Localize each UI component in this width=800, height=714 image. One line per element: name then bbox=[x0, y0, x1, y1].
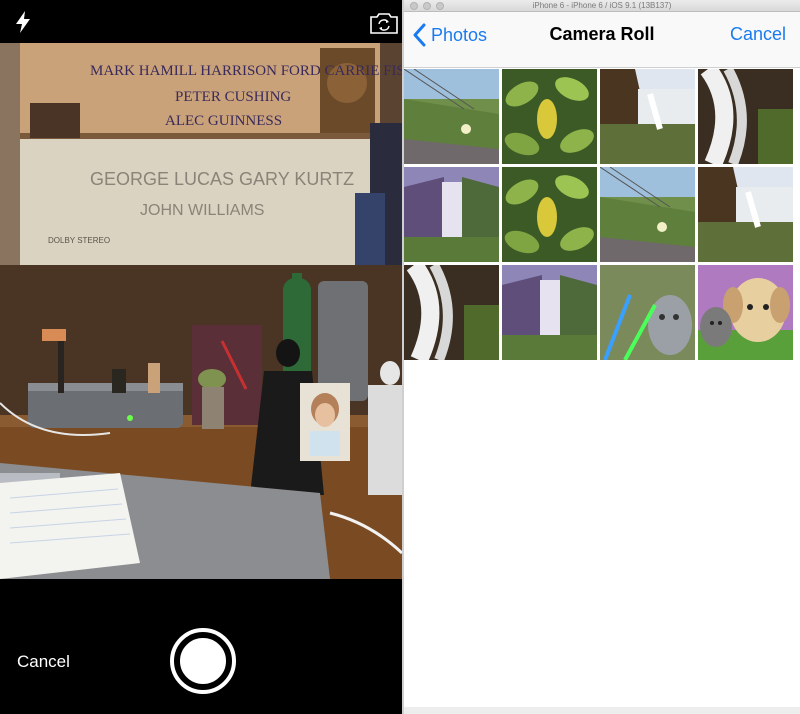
back-button[interactable]: Photos bbox=[412, 23, 487, 47]
photo-thumbnail-cascading-waterfall[interactable] bbox=[404, 265, 499, 360]
window-minimize-button[interactable] bbox=[423, 2, 431, 10]
photo-thumbnail-coastal-flowers[interactable] bbox=[600, 167, 695, 262]
camera-cancel-button[interactable]: Cancel bbox=[17, 652, 70, 671]
back-button-label: Photos bbox=[431, 24, 488, 45]
photo-thumbnail-coastal-flowers[interactable] bbox=[404, 69, 499, 164]
window-title: iPhone 6 - iPhone 6 / iOS 9.1 (13B137) bbox=[532, 1, 672, 10]
photo-thumbnail-purple-waterfall[interactable] bbox=[404, 167, 499, 262]
camera-viewfinder[interactable]: MARK HAMILL HARRISON FORD CARRIE FISHER … bbox=[0, 43, 402, 579]
camera-switch-icon[interactable] bbox=[368, 10, 400, 36]
poster-dolby: DOLBY STEREO bbox=[48, 236, 110, 245]
navigation-bar: Photos Camera Roll Cancel bbox=[404, 12, 800, 68]
window-zoom-button[interactable] bbox=[436, 2, 444, 10]
photo-thumbnail-cascading-waterfall[interactable] bbox=[698, 69, 793, 164]
chevron-left-icon bbox=[413, 23, 426, 47]
photo-thumbnail-kitten-lightsabers[interactable] bbox=[600, 265, 695, 360]
photo-thumbnail-green-leaves[interactable] bbox=[502, 69, 597, 164]
photo-thumbnail-waterfall-cliff[interactable] bbox=[600, 69, 695, 164]
simulator-window: iPhone 6 - iPhone 6 / iOS 9.1 (13B137) P… bbox=[404, 0, 800, 714]
poster-composer: JOHN WILLIAMS bbox=[140, 202, 264, 219]
flash-icon[interactable] bbox=[10, 9, 36, 35]
shutter-inner-circle bbox=[178, 636, 228, 686]
picker-cancel-button[interactable]: Cancel bbox=[729, 24, 786, 44]
window-titlebar: iPhone 6 - iPhone 6 / iOS 9.1 (13B137) bbox=[404, 0, 800, 12]
window-bottom-edge bbox=[404, 707, 800, 714]
poster-producers: GEORGE LUCAS GARY KURTZ bbox=[90, 169, 354, 189]
photo-thumbnail-kitten-puppy[interactable] bbox=[698, 265, 793, 360]
poster-cast-line3: ALEC GUINNESS bbox=[165, 113, 282, 129]
photo-thumbnail-purple-waterfall[interactable] bbox=[502, 265, 597, 360]
window-close-button[interactable] bbox=[410, 2, 418, 10]
photo-thumbnail-green-leaves[interactable] bbox=[502, 167, 597, 262]
poster-cast-line2: PETER CUSHING bbox=[175, 89, 291, 105]
camera-app: MARK HAMILL HARRISON FORD CARRIE FISHER … bbox=[0, 0, 402, 714]
shutter-button[interactable] bbox=[170, 628, 236, 694]
poster-cast-line1: MARK HAMILL HARRISON FORD CARRIE FISHER bbox=[90, 63, 402, 79]
window-divider bbox=[402, 0, 404, 714]
camera-top-bar bbox=[0, 0, 402, 43]
photo-thumbnail-waterfall-cliff[interactable] bbox=[698, 167, 793, 262]
